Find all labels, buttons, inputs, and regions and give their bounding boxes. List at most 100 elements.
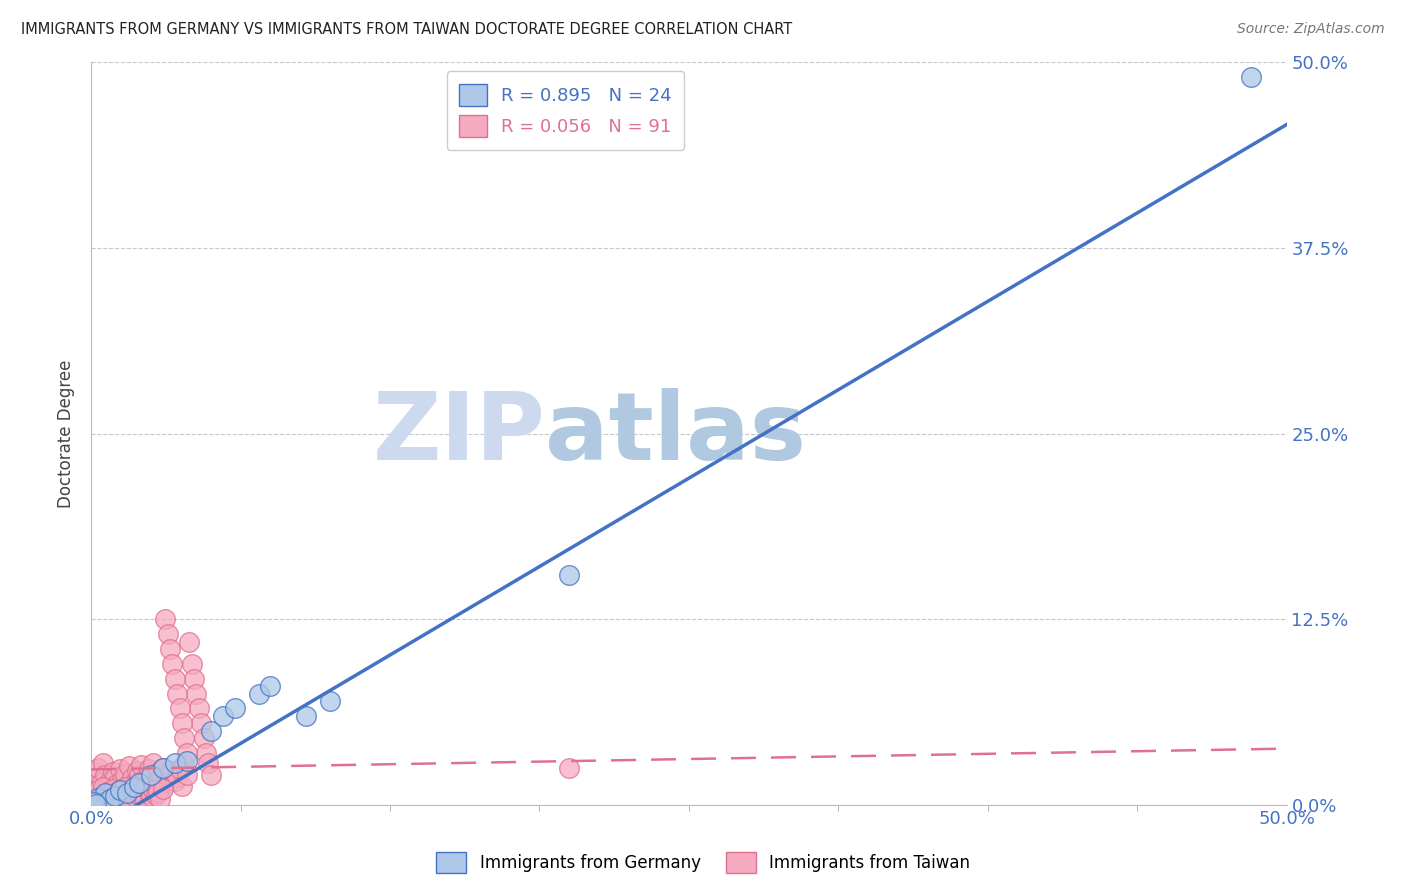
Point (104, 770, 127, 784)
Point (159, 642, 181, 657)
Point (295, 709, 318, 723)
Y-axis label: Doctorate Degree: Doctorate Degree (58, 359, 75, 508)
Point (155, 612, 177, 626)
Point (558, 567, 581, 582)
Point (107, 777, 129, 791)
Point (101, 765, 124, 780)
Point (128, 776, 150, 790)
Point (121, 786, 143, 800)
Point (87, 761, 110, 775)
Point (84, 772, 107, 786)
Point (186, 687, 208, 701)
Point (200, 723, 222, 738)
Point (176, 746, 198, 760)
Point (156, 767, 179, 781)
Point (104, 786, 127, 800)
Point (138, 763, 160, 777)
Point (149, 772, 172, 786)
Point (104, 789, 127, 804)
Point (114, 767, 136, 781)
Text: IMMIGRANTS FROM GERMANY VS IMMIGRANTS FROM TAIWAN DOCTORATE DEGREE CORRELATION C: IMMIGRANTS FROM GERMANY VS IMMIGRANTS FR… (21, 22, 793, 37)
Point (139, 789, 162, 804)
Point (194, 746, 217, 760)
Point (108, 783, 131, 797)
Point (118, 759, 141, 773)
Point (83, 790, 105, 805)
Point (247, 687, 270, 701)
Legend: R = 0.895   N = 24, R = 0.056   N = 91: R = 0.895 N = 24, R = 0.056 N = 91 (447, 71, 685, 150)
Point (211, 709, 233, 723)
Point (97, 785, 120, 799)
Point (91, 756, 114, 771)
Point (131, 758, 153, 772)
Point (190, 716, 212, 731)
Point (259, 679, 281, 693)
Point (108, 763, 131, 777)
Point (169, 763, 191, 777)
Point (187, 701, 209, 715)
Point (94, 786, 117, 800)
Point (179, 634, 201, 648)
Point (180, 657, 202, 671)
Point (83, 765, 105, 780)
Point (558, 761, 581, 775)
Point (149, 792, 172, 806)
Point (87, 783, 110, 797)
Point (101, 781, 124, 796)
Point (139, 768, 162, 782)
Point (132, 790, 155, 805)
Point (90, 776, 112, 790)
Point (145, 776, 167, 790)
Point (83, 795, 105, 809)
Point (97, 780, 120, 795)
Legend: Immigrants from Germany, Immigrants from Taiwan: Immigrants from Germany, Immigrants from… (429, 846, 977, 880)
Point (98, 774, 121, 789)
Point (114, 780, 136, 795)
Text: ZIP: ZIP (373, 388, 546, 480)
Point (170, 779, 193, 793)
Point (152, 781, 174, 796)
Point (128, 788, 150, 802)
Point (145, 788, 167, 802)
Point (118, 785, 141, 799)
Point (115, 786, 138, 800)
Point (111, 772, 134, 787)
Point (163, 672, 186, 686)
Point (91, 780, 114, 795)
Point (142, 783, 165, 797)
Point (94, 788, 117, 802)
Point (122, 780, 145, 795)
Point (132, 774, 155, 789)
Point (135, 780, 157, 795)
Point (84, 797, 107, 811)
Point (84, 786, 107, 800)
Point (94, 768, 117, 782)
Point (176, 768, 198, 782)
Point (1240, 70, 1263, 84)
Point (122, 789, 145, 804)
Point (125, 764, 148, 778)
Point (176, 754, 198, 768)
Point (122, 776, 145, 790)
Point (135, 770, 157, 784)
Point (170, 716, 193, 731)
Point (115, 779, 138, 793)
Text: Source: ZipAtlas.com: Source: ZipAtlas.com (1237, 22, 1385, 37)
Point (90, 789, 112, 804)
Point (163, 774, 186, 789)
Point (138, 786, 160, 800)
Point (121, 772, 143, 786)
Point (146, 785, 169, 799)
Point (173, 758, 195, 772)
Point (166, 687, 188, 701)
Point (125, 781, 148, 796)
Point (156, 627, 179, 641)
Point (98, 792, 121, 806)
Point (197, 756, 219, 771)
Point (115, 790, 138, 805)
Point (200, 768, 222, 782)
Point (193, 731, 215, 746)
Point (319, 694, 342, 708)
Point (152, 761, 174, 775)
Point (162, 764, 184, 778)
